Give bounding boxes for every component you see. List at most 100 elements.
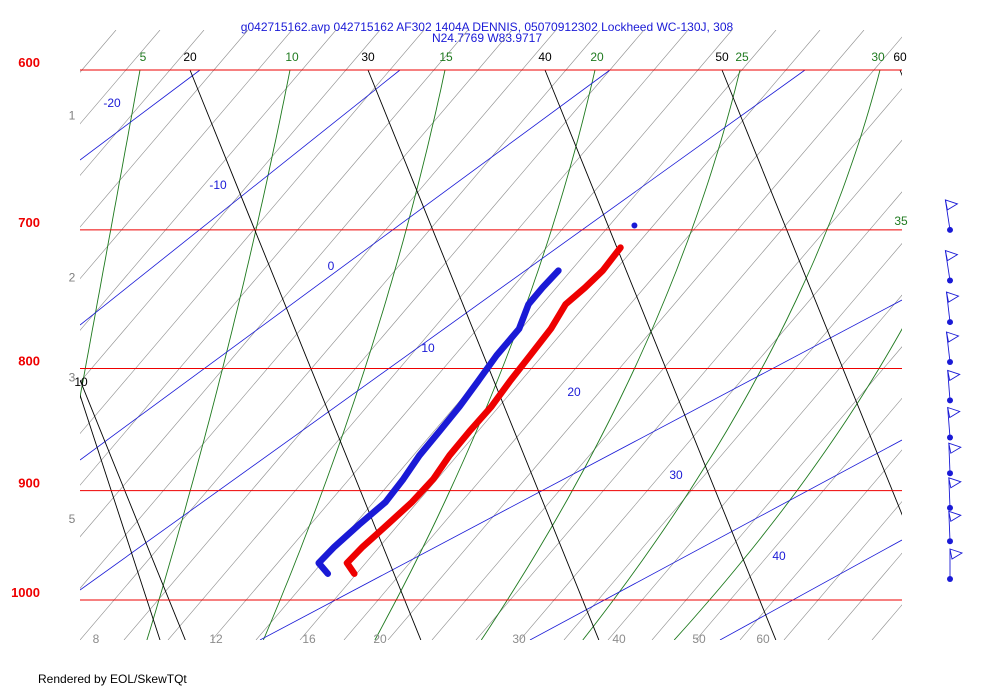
mixing-ratio-line <box>80 30 205 176</box>
mixing-ratio-line <box>80 30 293 280</box>
chart-title-line1: g042715162.avp 042715162 AF302 1404A DEN… <box>241 20 734 34</box>
wind-barb <box>947 548 964 583</box>
mixing-ratio-line <box>827 552 902 640</box>
height-label: 2 <box>69 271 76 285</box>
isotherms <box>80 69 902 640</box>
mixing-ratio-line <box>80 30 381 383</box>
isotherm-line <box>80 394 161 640</box>
wind-barb-flag <box>948 477 962 489</box>
mixing-ratio-line <box>343 30 865 640</box>
isotherm-line <box>189 69 422 640</box>
mixing-ratio-line <box>80 30 469 486</box>
wind-barb-shaft <box>947 407 951 438</box>
mixing-ratio-label: 40 <box>612 632 626 646</box>
dry-adiabat-label: -20 <box>103 96 121 110</box>
moist-adiabat-line <box>80 69 141 400</box>
mixing-ratio-line <box>783 501 902 640</box>
mixing-ratio-label: 16 <box>302 632 316 646</box>
moist-adiabats <box>80 69 902 640</box>
isotherm-label: 20 <box>183 50 197 64</box>
wind-barb <box>945 331 960 365</box>
dry-adiabat-line <box>80 69 201 161</box>
isotherm-line <box>367 69 600 640</box>
mixing-ratio-line <box>0 30 28 640</box>
isotherm-line <box>721 69 902 516</box>
dry-adiabat-label: 40 <box>772 549 786 563</box>
dry-adiabat-line <box>719 539 902 640</box>
mixing-ratio-line <box>80 30 425 435</box>
height-label: 3 <box>69 371 76 385</box>
wind-barb <box>947 510 962 545</box>
dewpoint-trace <box>315 267 562 577</box>
moist-adiabat-label: 5 <box>140 50 147 64</box>
wind-barb <box>944 199 959 233</box>
mixing-ratio-line <box>387 36 902 640</box>
dry-adiabat-line <box>529 439 902 640</box>
mixing-ratio-label: 50 <box>692 632 706 646</box>
mixing-ratio-line <box>80 30 513 538</box>
isotherm-line <box>544 69 777 640</box>
wind-barb <box>947 406 961 441</box>
pressure-label: 1000 <box>11 585 40 600</box>
mixing-ratio-line <box>0 30 72 640</box>
mixing-ratio-line <box>80 30 249 228</box>
dry-adiabats <box>80 69 902 640</box>
mixing-ratio-line <box>651 346 902 640</box>
wind-barbs <box>944 199 964 583</box>
pressure-label: 900 <box>18 476 40 491</box>
moist-adiabat-line <box>582 69 881 640</box>
moist-adiabat-line <box>146 69 291 640</box>
wind-barb-flag <box>949 548 964 560</box>
isotherm-label: 40 <box>538 50 552 64</box>
isotherm-line <box>80 379 186 640</box>
chart-title-line2: N24.7769 W83.9717 <box>432 31 542 45</box>
mixing-ratio-line <box>80 30 601 640</box>
moist-adiabat-label: 25 <box>735 50 749 64</box>
mixing-ratio-label: 30 <box>512 632 526 646</box>
dry-adiabat-label: 20 <box>567 385 581 399</box>
mixing-ratio-label: 60 <box>756 632 770 646</box>
wind-barb <box>947 477 962 511</box>
mixing-ratio-line <box>519 191 902 640</box>
moist-adiabat-label: 15 <box>439 50 453 64</box>
dry-adiabat-line <box>80 69 401 326</box>
wind-barb <box>947 369 961 404</box>
moist-adiabat-label: 35 <box>894 214 908 228</box>
mixing-ratio-line <box>695 397 902 640</box>
mixing-ratio-line <box>607 294 902 640</box>
mixing-ratio-line <box>167 30 689 640</box>
renderer-credit: Rendered by EOL/SkewTQt <box>38 672 187 686</box>
wind-barb-flag <box>947 406 961 419</box>
mixing-ratio-line <box>80 30 557 589</box>
mixing-ratio-line <box>475 139 902 640</box>
mixing-ratio-line <box>211 30 733 640</box>
temperature-trace <box>343 244 624 577</box>
wind-barb-flag <box>945 331 960 343</box>
isotherm-label: 60 <box>893 50 907 64</box>
wind-barb <box>945 291 960 326</box>
mixing-ratio-line <box>739 449 902 640</box>
sounding-traces <box>315 222 638 577</box>
isotherm-label: 30 <box>361 50 375 64</box>
height-label: 5 <box>69 512 76 526</box>
mixing-ratio-line <box>80 30 117 73</box>
dewpoint-point <box>631 222 638 229</box>
moist-adiabat-label: 20 <box>590 50 604 64</box>
mixing-ratio-line <box>123 30 645 640</box>
mixing-ratio-line <box>960 30 1000 640</box>
dry-adiabat-line <box>259 299 902 640</box>
mixing-ratio-lines <box>0 30 1000 640</box>
wind-barb-flag <box>948 510 962 523</box>
mixing-ratio-label: 8 <box>93 632 100 646</box>
mixing-ratio-line <box>431 88 902 640</box>
height-label: 1 <box>69 109 76 123</box>
mixing-ratio-line <box>916 30 1000 640</box>
wind-barb <box>947 442 962 477</box>
mixing-ratio-line <box>80 30 161 125</box>
moist-adiabat-line <box>673 328 902 640</box>
mixing-ratio-line <box>299 30 821 640</box>
mixing-ratio-line <box>563 243 902 640</box>
dry-adiabat-line <box>80 69 611 461</box>
wind-barb-flag <box>944 199 959 211</box>
